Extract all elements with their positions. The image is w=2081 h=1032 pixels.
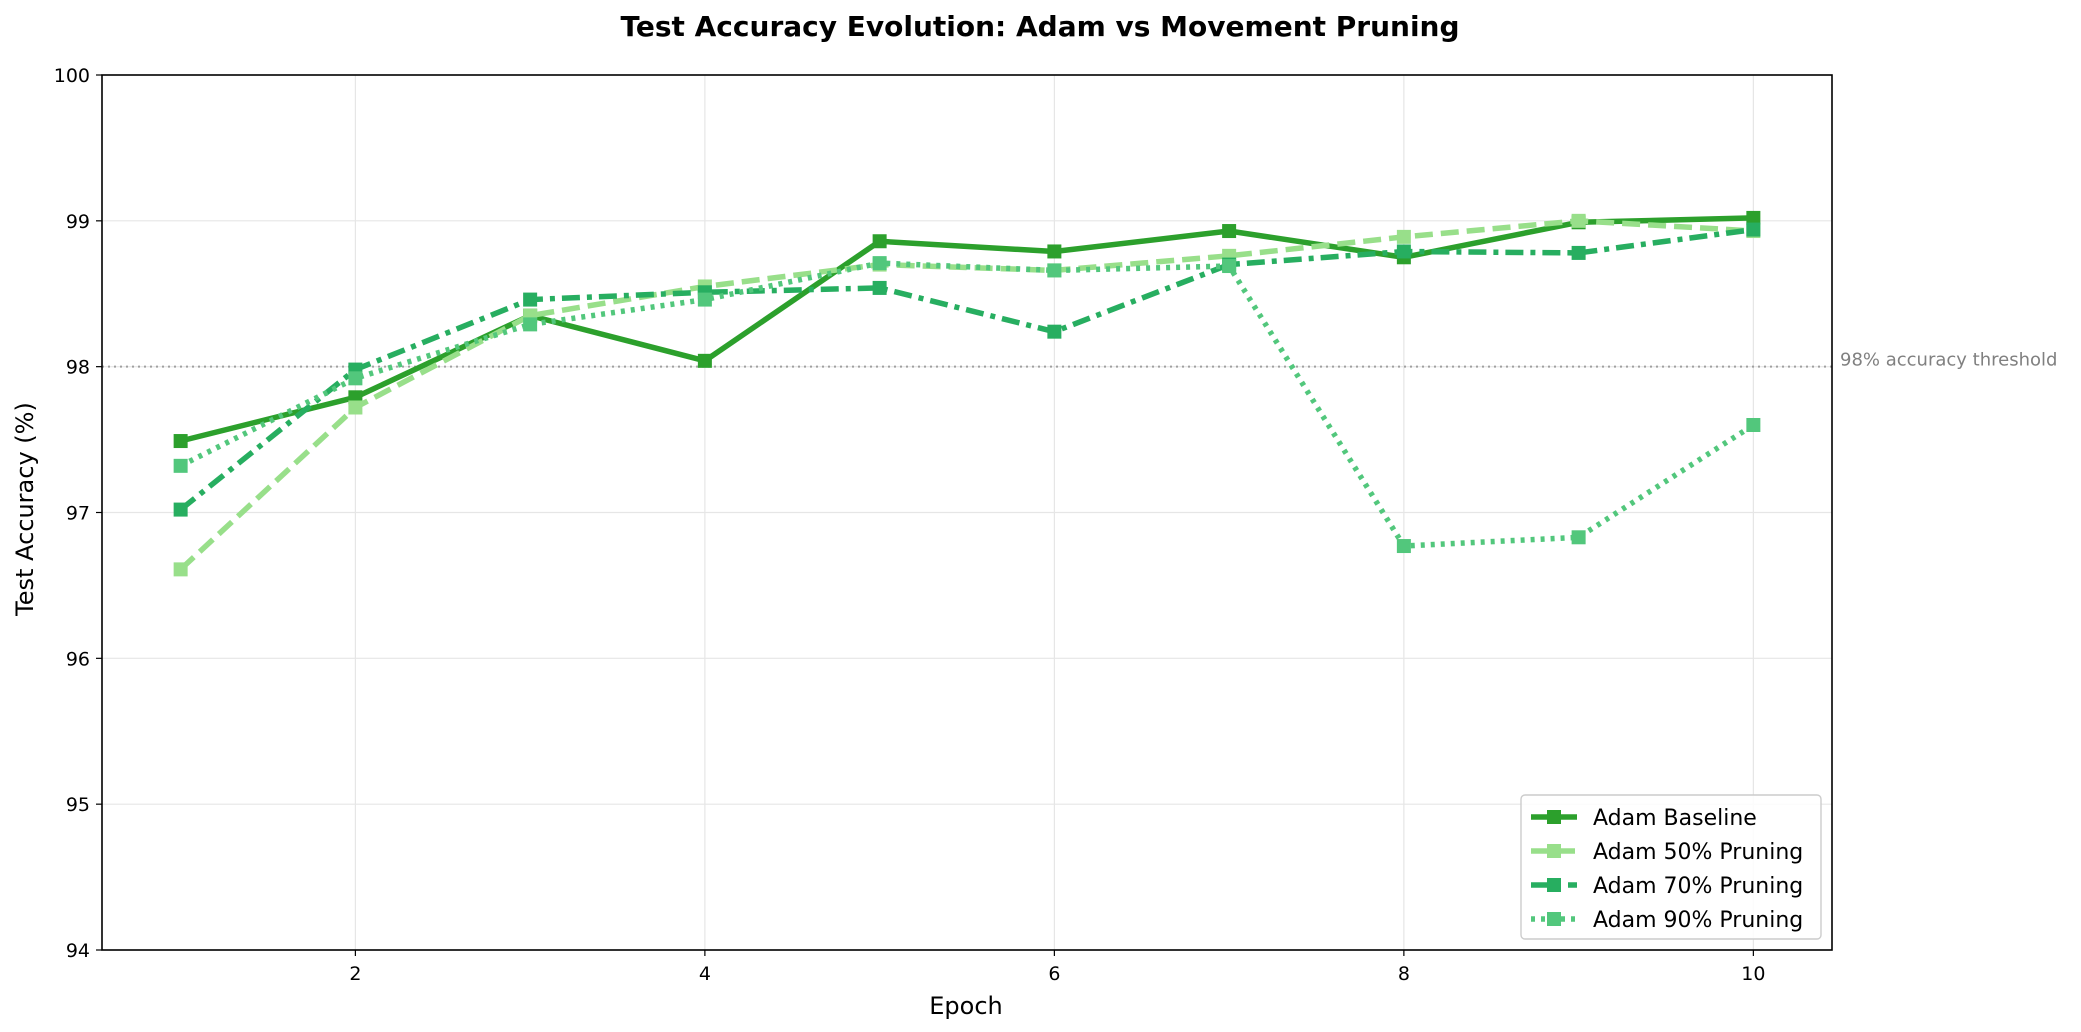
legend: Adam Baseline Adam 50% Pruning Adam 70% Pr… [1520,794,1822,940]
legend-swatch-marker [1547,844,1561,858]
legend-item: Adam Baseline [1531,806,1757,831]
legend-swatch-marker [1547,810,1561,824]
data-point [1746,418,1761,432]
legend-label: Adam 70% Pruning [1593,874,1803,899]
x-tick-label: 4 [699,963,711,985]
data-point [1571,245,1586,260]
legend-label: Adam 50% Pruning [1593,840,1803,865]
legend-swatch-marker [1547,912,1561,926]
data-point [1396,244,1411,259]
y-tick-label: 94 [66,940,90,962]
series-4 [173,256,1761,554]
data-point [1746,210,1761,225]
data-point [173,458,188,473]
legend-label: Adam 90% Pruning [1593,908,1803,933]
data-point [1047,263,1062,278]
legend-item: Adam 70% Pruning [1531,874,1803,899]
series-line [179,260,1755,549]
x-tick-label: 8 [1398,963,1410,985]
data-point [173,562,188,577]
y-tick-label: 97 [66,503,90,525]
data-point [872,234,887,249]
data-point [1222,259,1237,274]
data-point [872,280,887,295]
series-line [178,226,1754,512]
x-tick-label: 2 [349,963,361,985]
legend-label: Adam Baseline [1593,806,1757,831]
data-point [1396,229,1411,244]
data-point [523,292,538,307]
legend-swatch-marker [1547,878,1561,892]
data-point [1571,530,1586,545]
data-point [1047,244,1062,259]
y-tick-label: 99 [66,211,90,233]
data-point [348,400,363,415]
y-axis-label: Test Accuracy (%) [11,402,39,617]
legend-item: Adam 90% Pruning [1531,908,1803,933]
data-point [697,292,712,307]
axis-ticks: 2 4 6 8 10 94 95 96 97 98 99 100 [54,65,1766,985]
data-point [1571,213,1586,228]
x-axis-label: Epoch [929,992,1003,1020]
series-line [178,218,1754,572]
y-tick-label: 100 [54,65,90,87]
data-point [173,434,188,449]
data-point [697,353,712,368]
data-point [1047,324,1062,339]
series-1 [173,210,1761,449]
data-point [872,256,887,271]
data-point [348,371,363,386]
data-point [1396,539,1411,554]
data-point [1746,222,1761,237]
y-tick-label: 96 [66,648,90,670]
y-tick-label: 95 [66,794,90,816]
data-point [523,317,538,332]
x-tick-label: 6 [1048,963,1060,985]
chart-title: Test Accuracy Evolution: Adam vs Movemen… [620,10,1459,43]
data-point [173,502,188,517]
threshold-label: 98% accuracy threshold [1840,350,2057,371]
legend-item: Adam 50% Pruning [1531,840,1803,865]
data-point [1222,224,1237,239]
legend-box [1520,794,1822,940]
series-line [179,215,1754,444]
series-group [173,210,1761,577]
y-tick-label: 98 [66,357,90,379]
x-tick-label: 10 [1741,963,1765,985]
